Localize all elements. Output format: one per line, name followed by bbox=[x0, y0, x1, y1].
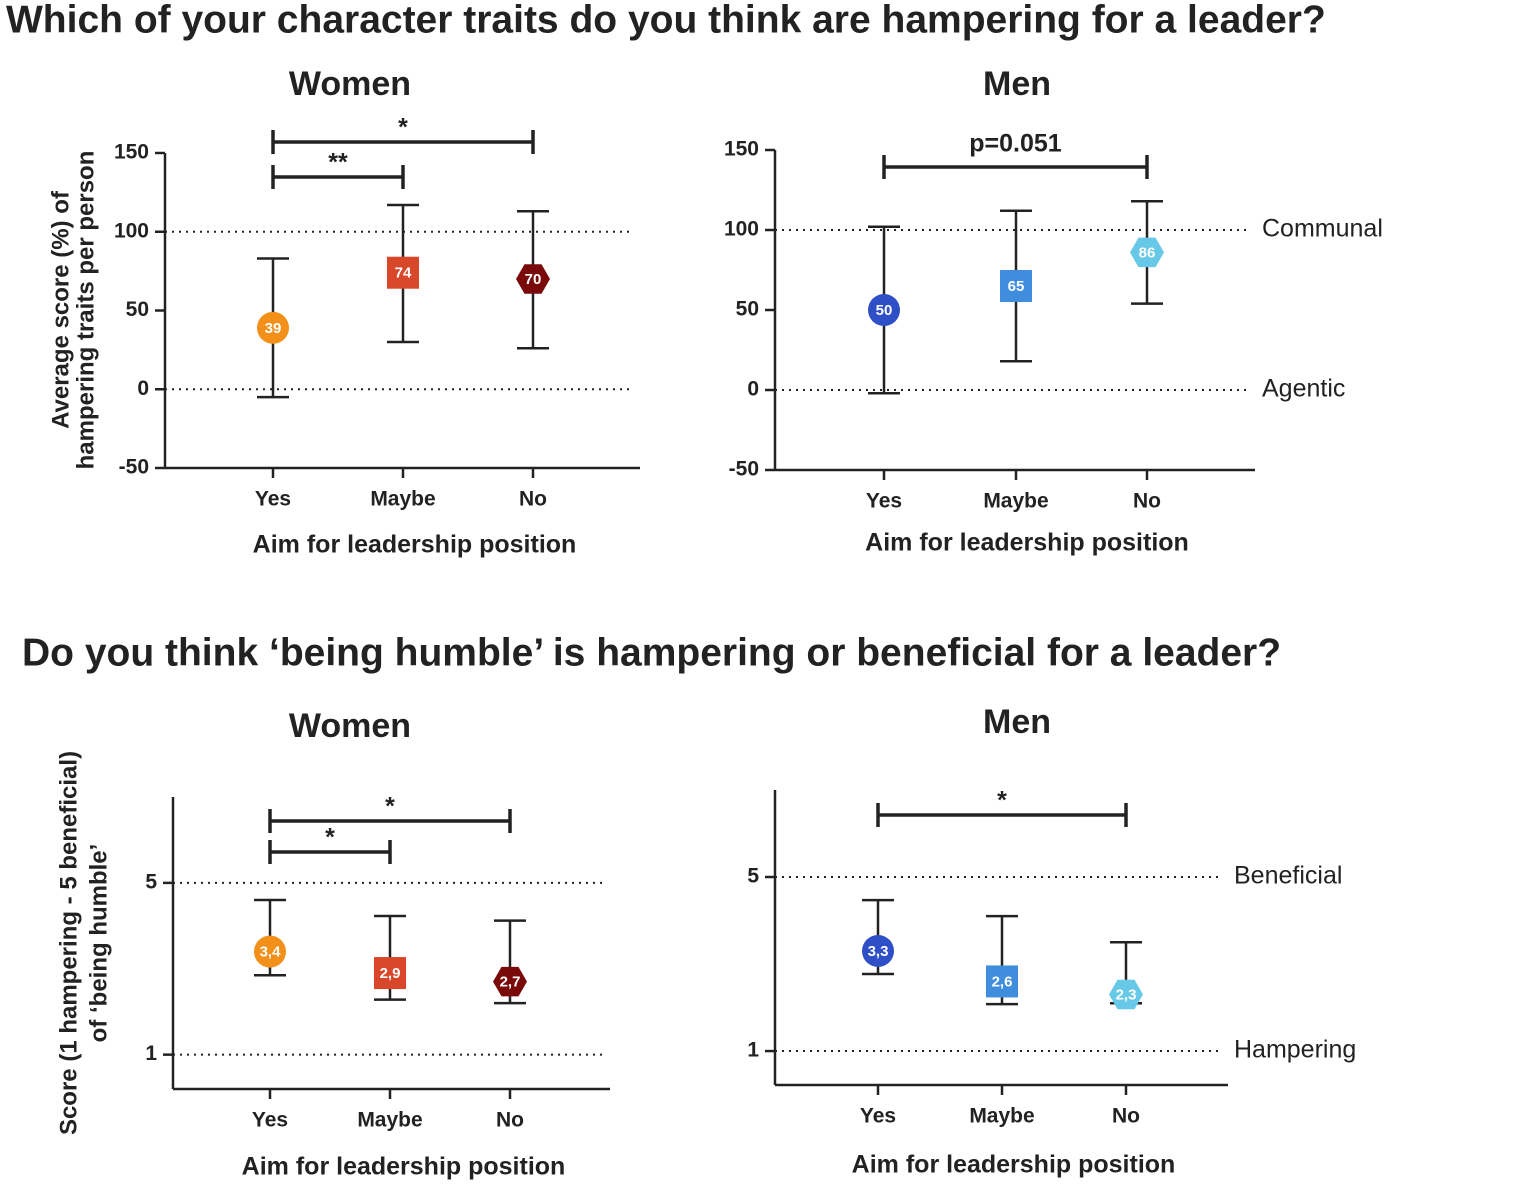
y-axis-label: hampering traits per person bbox=[72, 151, 99, 470]
section-title: Do you think ‘being humble’ is hampering… bbox=[22, 631, 1281, 674]
marker bbox=[1130, 237, 1164, 268]
value-label: 50 bbox=[876, 302, 893, 319]
reference-label: Hampering bbox=[1234, 1036, 1356, 1064]
marker bbox=[1109, 979, 1143, 1010]
marker bbox=[257, 311, 289, 344]
x-tick-label: Maybe bbox=[969, 1105, 1034, 1128]
y-tick-label: 150 bbox=[724, 138, 759, 161]
significance-label: * bbox=[385, 793, 395, 821]
x-tick-label: Maybe bbox=[357, 1109, 422, 1132]
x-tick-label: No bbox=[496, 1109, 524, 1132]
reference-label: Communal bbox=[1262, 215, 1383, 243]
reference-label: Agentic bbox=[1262, 375, 1345, 403]
y-tick-label: 50 bbox=[126, 298, 149, 321]
significance-label: * bbox=[398, 114, 408, 142]
section-title: Which of your character traits do you th… bbox=[6, 0, 1326, 41]
y-tick-label: -50 bbox=[729, 458, 759, 481]
y-tick-label: 1 bbox=[747, 1039, 759, 1062]
x-tick-label: No bbox=[519, 488, 547, 511]
y-tick-label: 100 bbox=[114, 219, 149, 242]
marker bbox=[387, 256, 419, 289]
y-tick-label: 150 bbox=[114, 141, 149, 164]
y-tick-label: 5 bbox=[747, 865, 759, 888]
y-tick-label: 1 bbox=[145, 1042, 157, 1065]
significance-label: ** bbox=[328, 149, 348, 177]
significance-label: * bbox=[325, 824, 335, 852]
x-tick-label: Yes bbox=[860, 1105, 896, 1128]
chart-title: Men bbox=[983, 703, 1051, 741]
y-tick-label: 5 bbox=[145, 870, 157, 893]
value-label: 86 bbox=[1139, 244, 1156, 261]
x-tick-label: Yes bbox=[866, 490, 902, 513]
y-axis-label: Average score (%) of bbox=[47, 190, 74, 429]
reference-label: Beneficial bbox=[1234, 862, 1342, 890]
significance-label: p=0.051 bbox=[969, 130, 1062, 158]
marker bbox=[868, 294, 900, 326]
value-label: 2,9 bbox=[380, 965, 401, 982]
value-label: 74 bbox=[395, 265, 412, 282]
y-axis-label: of ‘being humble’ bbox=[85, 844, 112, 1043]
y-tick-label: 0 bbox=[137, 377, 149, 400]
y-axis-label: Score (1 hampering - 5 beneficial) bbox=[55, 751, 82, 1135]
value-label: 70 bbox=[525, 271, 542, 288]
marker bbox=[986, 965, 1018, 998]
marker bbox=[493, 966, 527, 997]
x-tick-label: Yes bbox=[255, 488, 291, 511]
value-label: 3,3 bbox=[868, 943, 889, 960]
value-label: 2,6 bbox=[992, 973, 1013, 990]
value-label: 2,7 bbox=[500, 974, 521, 991]
y-tick-label: 100 bbox=[724, 218, 759, 241]
value-label: 39 bbox=[265, 320, 282, 337]
chart-title: Women bbox=[289, 707, 411, 745]
x-tick-label: No bbox=[1112, 1105, 1140, 1128]
x-axis-label: Aim for leadership position bbox=[253, 531, 577, 559]
x-tick-label: Yes bbox=[252, 1109, 288, 1132]
marker bbox=[862, 934, 894, 967]
y-tick-label: 0 bbox=[747, 378, 759, 401]
significance-label: * bbox=[997, 787, 1007, 815]
y-tick-label: -50 bbox=[119, 456, 149, 479]
x-tick-label: Maybe bbox=[370, 488, 435, 511]
value-label: 3,4 bbox=[260, 944, 282, 961]
x-axis-label: Aim for leadership position bbox=[865, 529, 1189, 557]
x-axis-label: Aim for leadership position bbox=[242, 1153, 566, 1181]
marker bbox=[516, 264, 550, 294]
value-label: 65 bbox=[1008, 278, 1025, 295]
x-tick-label: Maybe bbox=[983, 490, 1048, 513]
x-tick-label: No bbox=[1133, 490, 1161, 513]
y-tick-label: 50 bbox=[736, 298, 759, 321]
marker bbox=[374, 957, 406, 990]
marker bbox=[254, 935, 286, 968]
chart-title: Men bbox=[983, 65, 1051, 103]
x-axis-label: Aim for leadership position bbox=[852, 1151, 1176, 1179]
value-label: 2,3 bbox=[1116, 986, 1137, 1003]
chart-title: Women bbox=[289, 65, 411, 103]
marker bbox=[1000, 270, 1032, 302]
